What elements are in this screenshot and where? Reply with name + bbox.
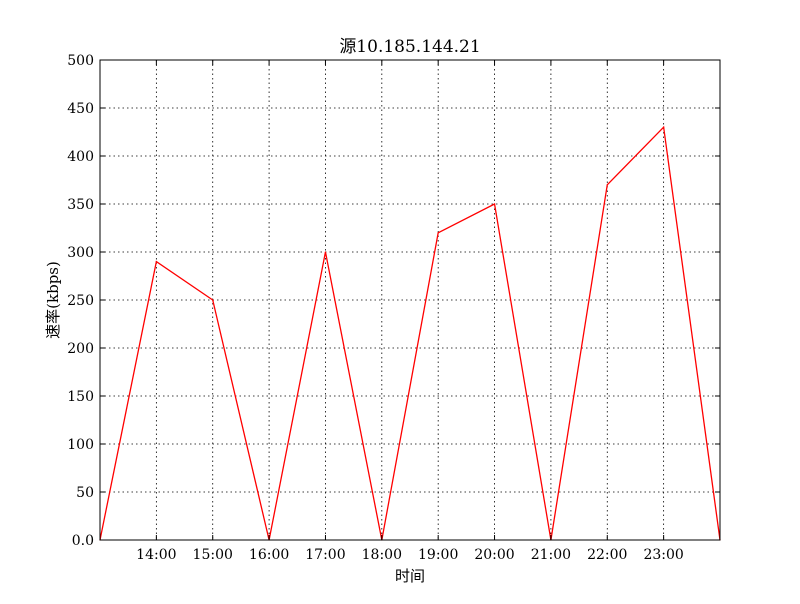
y-tick-label: 0.0 (72, 533, 94, 549)
x-tick-label: 18:00 (362, 547, 402, 563)
series-layer (99, 125, 721, 541)
x-tick-label: 17:00 (305, 547, 345, 563)
x-tick-label: 19:00 (418, 547, 458, 563)
data-point (606, 184, 608, 186)
x-tick-label: 14:00 (136, 547, 176, 563)
y-tick-label: 150 (67, 389, 94, 405)
y-tick-label: 250 (67, 293, 94, 309)
data-point (212, 299, 214, 301)
y-tick-label: 400 (67, 149, 94, 165)
x-tick-label: 21:00 (531, 547, 571, 563)
tick-label-layer: 14:00 15:00 16:00 17:00 18:00 19:00 20:00 21:00… (67, 53, 684, 563)
chart-title: 源10.185.144.21 (339, 37, 480, 57)
tick-layer (100, 59, 720, 541)
data-point (663, 126, 665, 128)
x-tick-label: 16:00 (249, 547, 289, 563)
y-tick-label: 200 (67, 341, 94, 357)
grid-layer (100, 59, 720, 541)
data-point (155, 261, 157, 263)
y-tick-label: 500 (67, 53, 94, 69)
y-tick-label: 100 (67, 437, 94, 453)
x-axis-label: 时间 (395, 567, 425, 585)
y-tick-label: 350 (67, 197, 94, 213)
x-tick-label: 22:00 (587, 547, 627, 563)
data-point (493, 203, 496, 205)
data-point (437, 232, 439, 234)
y-tick-label: 300 (67, 245, 94, 261)
x-tick-label: 23:00 (643, 547, 683, 563)
data-point (324, 251, 327, 253)
y-axis-label: 速率(kbps) (44, 261, 62, 339)
series-line (99, 125, 721, 541)
x-tick-label: 20:00 (474, 547, 514, 563)
x-tick-label: 15:00 (193, 547, 233, 563)
y-tick-label: 450 (67, 101, 94, 117)
y-tick-label: 50 (76, 485, 94, 501)
